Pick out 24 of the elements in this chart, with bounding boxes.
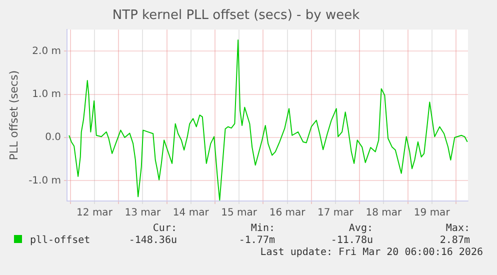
text: -148.36u — [128, 235, 177, 246]
x-tick-label: 13 mar — [124, 208, 162, 219]
y-axis-title: PLL offset (secs) — [7, 70, 20, 160]
y-tick-label: 1.0 m — [32, 88, 61, 100]
chart-title: NTP kernel PLL offset (secs) - by week — [112, 8, 360, 24]
x-tick-label: 17 mar — [318, 208, 354, 219]
y-tick-label: -1.0 m — [28, 175, 61, 186]
x-tick-label: 15 mar — [221, 208, 258, 219]
text: 2.87m — [440, 235, 470, 246]
text: Last update: Fri Mar 20 06:00:16 2026 — [260, 247, 483, 258]
text: -1.77m — [238, 235, 275, 246]
text: -11.78u — [330, 235, 373, 246]
legend-label: pll-offset — [29, 235, 90, 246]
text: Min: — [250, 223, 275, 234]
x-tick-label: 18 mar — [366, 208, 402, 219]
text: Avg: — [348, 223, 373, 234]
text: Cur: — [152, 223, 177, 234]
text: Max: — [446, 223, 470, 234]
x-tick-label: 14 mar — [172, 208, 210, 219]
x-tick-label: 16 mar — [269, 208, 306, 219]
y-tick-label: 2.0 m — [32, 46, 61, 57]
y-tick-label: 0.0 — [45, 132, 61, 144]
x-tick-label: 19 mar — [414, 208, 451, 219]
x-tick-label: 12 mar — [76, 208, 114, 219]
